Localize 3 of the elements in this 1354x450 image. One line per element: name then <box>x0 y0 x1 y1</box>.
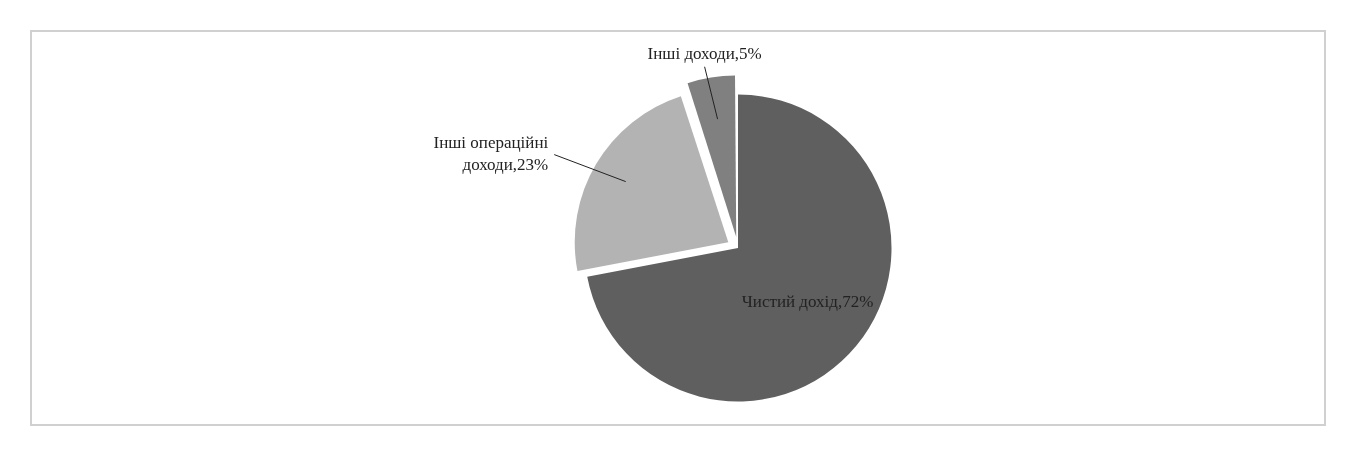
slice-label: Інші доходи,5% <box>647 44 762 64</box>
slice-label: Інші операційні доходи,23% <box>433 133 549 175</box>
slice-label: Чистий дохід,72% <box>741 291 874 311</box>
